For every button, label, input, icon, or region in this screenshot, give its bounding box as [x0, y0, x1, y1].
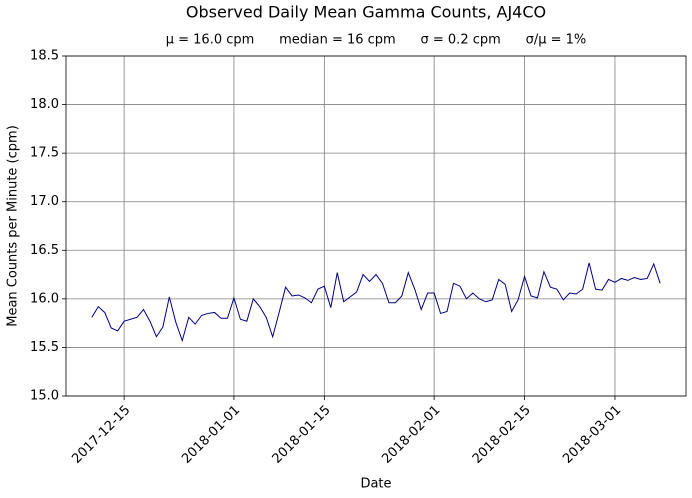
data-line — [91, 262, 661, 343]
x-tick-label: 2018-01-01 — [179, 403, 243, 467]
chart-title: Observed Daily Mean Gamma Counts, AJ4CO — [186, 3, 546, 22]
y-tick-label: 15.5 — [30, 340, 59, 355]
x-tick-label: 2017-12-15 — [69, 403, 133, 467]
y-tick-label: 16.0 — [30, 291, 59, 306]
y-axis-label: Mean Counts per Minute (cpm) — [6, 125, 21, 327]
y-tick-label: 17.0 — [30, 194, 59, 209]
y-tick-label: 16.5 — [30, 243, 59, 258]
x-axis-label: Date — [360, 477, 391, 492]
y-tick-label: 15.0 — [30, 389, 59, 404]
y-tick-label: 18.0 — [30, 97, 59, 112]
chart-subtitle: μ = 16.0 cpm median = 16 cpm σ = 0.2 cpm… — [166, 33, 587, 48]
x-tick-label: 2018-03-01 — [560, 403, 624, 467]
y-tick-label: 18.5 — [30, 49, 59, 64]
x-tick-label: 2018-02-01 — [379, 403, 443, 467]
x-tick-label: 2018-02-15 — [470, 403, 534, 467]
plot-frame — [65, 55, 687, 397]
x-tick-label: 2018-01-15 — [270, 403, 334, 467]
y-tick-label: 17.5 — [30, 146, 59, 161]
